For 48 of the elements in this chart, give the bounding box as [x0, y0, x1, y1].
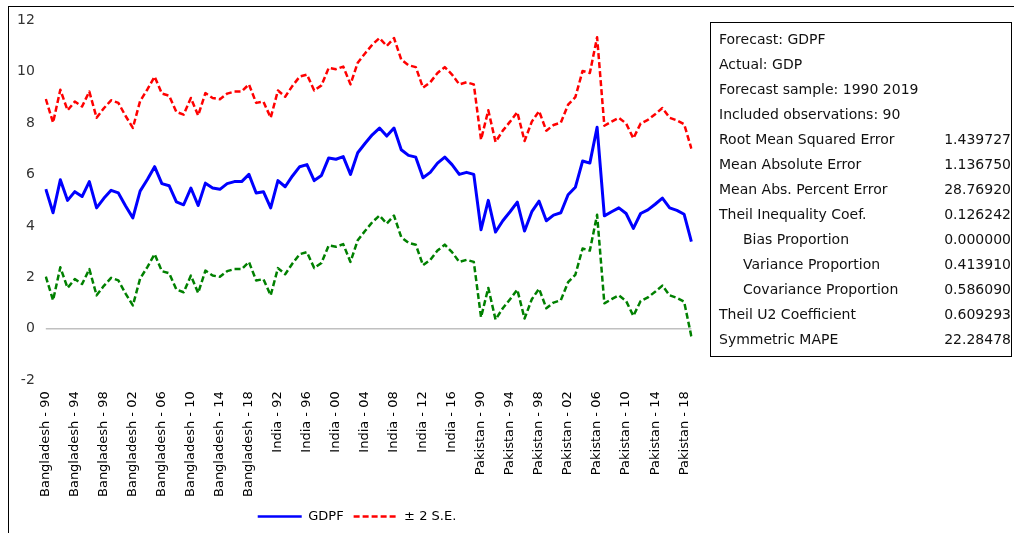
x-tick-label: Pakistan - 06: [588, 391, 604, 476]
line-series: [44, 35, 693, 150]
x-tick-label: Pakistan - 94: [501, 391, 517, 476]
x-tick-label: India - 12: [414, 391, 430, 453]
x-tick-label: India - 96: [298, 391, 314, 453]
x-tick-label: India - 04: [356, 391, 372, 453]
y-tick-label: 2: [25, 267, 35, 284]
text: Mean Absolute Error 1.136750: [719, 156, 1011, 172]
text: Root Mean Squared Error 1.439727: [719, 131, 1011, 147]
text: Bias Proportion 0.000000: [743, 231, 1011, 247]
x-tick-label: Pakistan - 10: [617, 391, 633, 476]
x-tick-label: Bangladesh - 02: [124, 391, 140, 497]
x-tick-label: Pakistan - 14: [646, 391, 662, 476]
text: Mean Abs. Percent Error 28.76920: [719, 181, 1011, 197]
y-tick-label: 12: [16, 10, 35, 27]
x-tick-label: Pakistan - 98: [530, 391, 546, 476]
text: Variance Proportion 0.413910: [743, 256, 1011, 272]
text: Forecast sample: 1990 2019: [719, 80, 919, 99]
text: Included observations: 90: [719, 105, 901, 124]
x-tick-label: India - 92: [269, 391, 285, 453]
text: Actual: GDP: [719, 55, 803, 74]
y-tick-label: 0: [25, 319, 35, 336]
y-tick-label: 4: [25, 216, 35, 233]
x-tick-label: Bangladesh - 94: [66, 391, 82, 497]
text: Forecast: GDPF: [719, 30, 826, 49]
y-tick-label: 8: [25, 113, 35, 130]
text: Theil Inequality Coef. 0.126242: [719, 206, 1011, 222]
text: Symmetric MAPE 22.28478: [719, 331, 1011, 347]
x-tick-label: Pakistan - 18: [675, 391, 691, 476]
x-tick-label: India - 00: [327, 391, 343, 453]
legend-label: ± 2 S.E.: [404, 507, 457, 523]
text: Theil U2 Coefficient 0.609293: [719, 306, 1011, 322]
legend-label: GDPF: [308, 507, 344, 523]
y-tick-label: 10: [16, 62, 35, 79]
x-tick-label: Bangladesh - 18: [240, 391, 256, 497]
x-tick-label: Bangladesh - 98: [95, 391, 111, 497]
x-tick-label: Bangladesh - 90: [37, 391, 53, 497]
x-tick-label: Bangladesh - 10: [182, 391, 198, 497]
x-tick-label: Pakistan - 02: [559, 391, 575, 476]
x-tick-label: Bangladesh - 06: [153, 391, 169, 497]
x-tick-label: India - 16: [443, 391, 459, 453]
x-tick-label: Bangladesh - 14: [211, 391, 227, 497]
y-tick-label: -2: [20, 370, 35, 387]
line-series: [44, 213, 693, 338]
y-tick-label: 6: [25, 165, 35, 182]
x-tick-label: Pakistan - 90: [472, 391, 488, 476]
x-tick-label: India - 08: [385, 391, 401, 453]
text: Covariance Proportion 0.586090: [743, 281, 1011, 297]
